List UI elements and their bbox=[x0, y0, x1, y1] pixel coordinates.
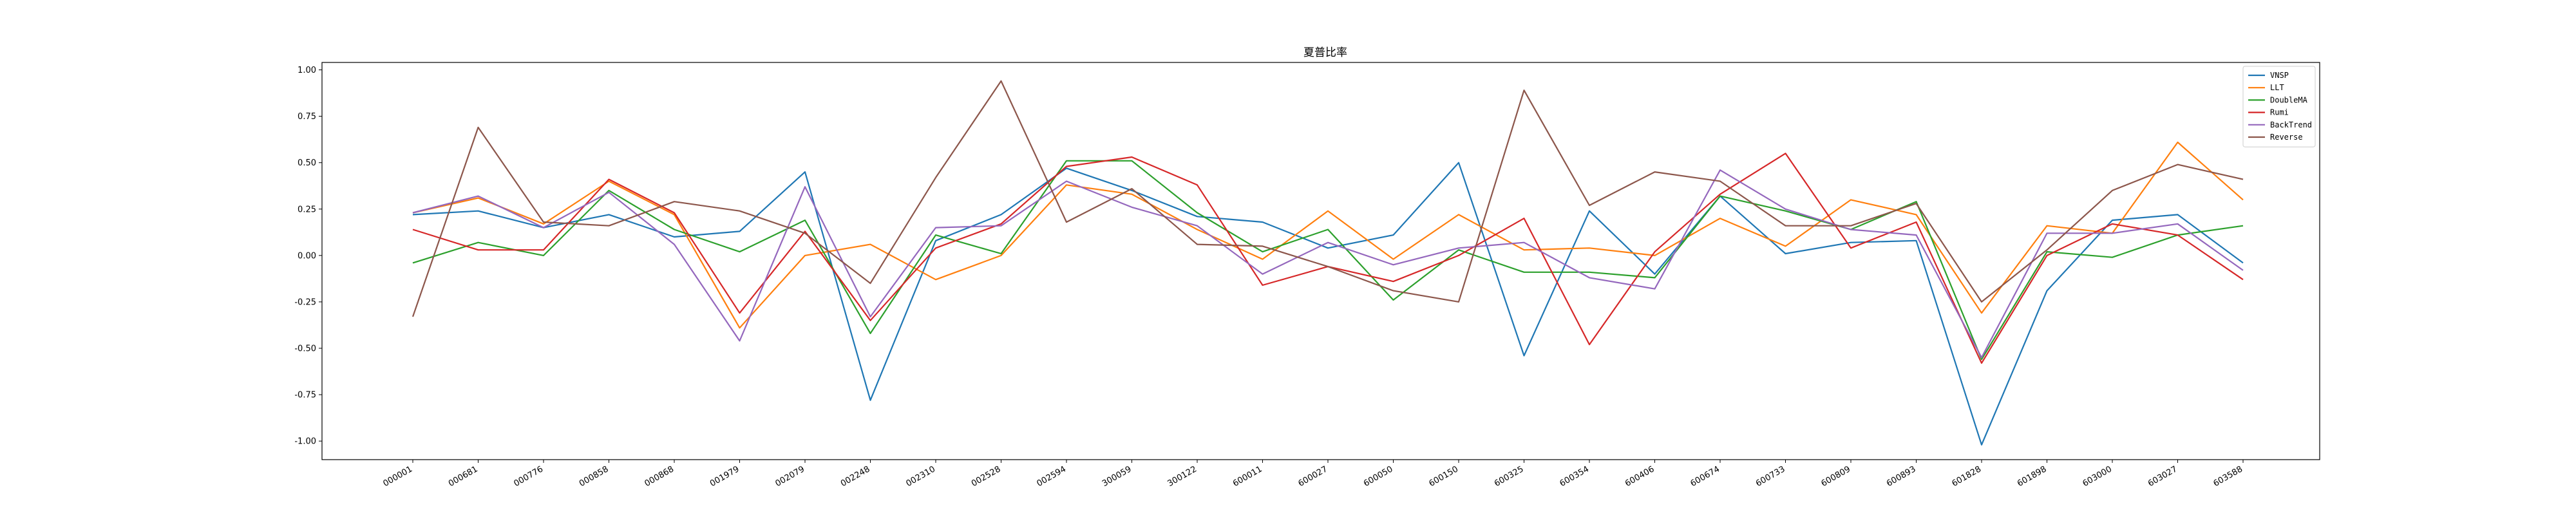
y-tick-label: 0.00 bbox=[298, 251, 316, 261]
y-tick-label: -1.00 bbox=[294, 437, 316, 447]
plot-frame bbox=[321, 62, 2320, 460]
legend-label: Rumi bbox=[2270, 108, 2289, 117]
y-tick-label: 0.25 bbox=[298, 205, 316, 214]
y-tick-label: -0.75 bbox=[294, 391, 316, 400]
series-line-llt bbox=[412, 141, 2244, 329]
series-line-doublema bbox=[412, 160, 2244, 360]
legend-label: VNSP bbox=[2270, 71, 2289, 80]
y-tick-label: 1.00 bbox=[298, 66, 316, 75]
legend-label: BackTrend bbox=[2270, 120, 2312, 129]
y-tick-label: -0.25 bbox=[294, 297, 316, 307]
legend-label: DoubleMA bbox=[2270, 95, 2308, 104]
legend-label: Reverse bbox=[2270, 133, 2303, 142]
chart-title: 夏普比率 bbox=[1303, 46, 1347, 59]
y-tick-label: 0.50 bbox=[298, 158, 316, 168]
legend-label: LLT bbox=[2270, 83, 2284, 92]
y-tick-label: 0.75 bbox=[298, 112, 316, 122]
series-line-backtrend bbox=[412, 169, 2244, 359]
series-line-reverse bbox=[412, 80, 2244, 317]
y-tick-label: -0.50 bbox=[294, 344, 316, 354]
legend-box bbox=[2242, 66, 2316, 147]
series-line-vnsp bbox=[412, 162, 2244, 446]
